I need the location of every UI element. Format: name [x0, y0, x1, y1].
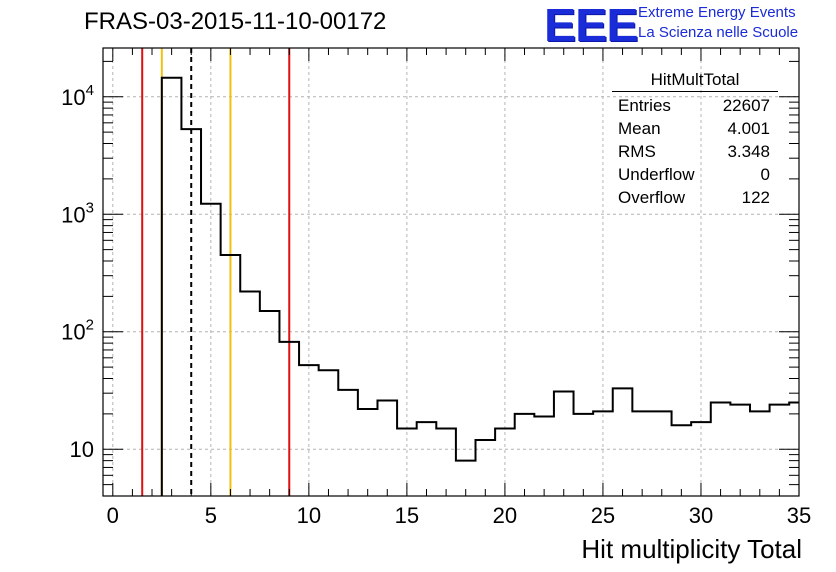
stats-row: RMS 3.348: [612, 140, 778, 163]
x-tick-label: 0: [107, 503, 119, 528]
stats-label: RMS: [618, 142, 656, 161]
x-tick-label: 10: [297, 503, 321, 528]
x-tick-label: 35: [787, 503, 811, 528]
stats-label: Mean: [618, 119, 661, 138]
stats-box: HitMultTotal Entries 22607 Mean 4.001 RM…: [612, 70, 778, 209]
stats-label: Underflow: [618, 165, 695, 184]
eee-logo: EEE: [544, 0, 639, 51]
stats-value: 3.348: [727, 142, 770, 161]
stats-row: Entries 22607: [612, 94, 778, 117]
chart-title: FRAS-03-2015-11-10-00172: [84, 8, 387, 35]
x-tick-label: 15: [395, 503, 419, 528]
stats-value: 0: [760, 165, 770, 184]
logo-line-1: Extreme Energy Events: [638, 4, 796, 21]
stats-row: Overflow 122: [612, 186, 778, 209]
x-tick-label: 5: [205, 503, 217, 528]
x-axis-label: Hit multiplicity Total: [581, 534, 802, 564]
stats-label: Entries: [618, 96, 671, 115]
y-tick-label: 102: [61, 317, 94, 345]
stats-value: 22607: [722, 96, 770, 115]
y-tick-label: 104: [61, 82, 94, 110]
eee-logo-text: Extreme Energy Events La Scienza nelle S…: [638, 3, 798, 43]
stats-label: Overflow: [618, 188, 686, 207]
x-tick-label: 25: [591, 503, 615, 528]
stats-row: Underflow 0: [612, 163, 778, 186]
y-tick-label: 10: [70, 437, 94, 462]
stats-row: Mean 4.001: [612, 117, 778, 140]
stats-title: HitMultTotal: [612, 70, 778, 92]
stats-value: 4.001: [727, 119, 770, 138]
stats-value: 122: [741, 188, 770, 207]
x-tick-label: 20: [493, 503, 517, 528]
plot-frame: [102, 47, 800, 497]
logo-line-2: La Scienza nelle Scuole: [638, 24, 799, 41]
histogram-outline: [160, 76, 799, 496]
y-tick-label: 103: [61, 199, 94, 227]
x-tick-label: 30: [689, 503, 713, 528]
